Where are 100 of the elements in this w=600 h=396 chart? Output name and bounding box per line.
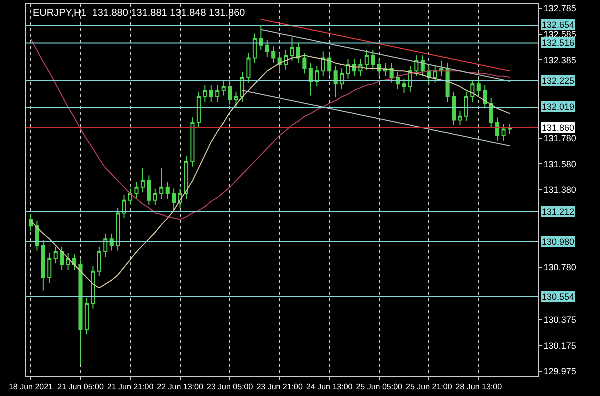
ref-line-label: 131.860 [542, 123, 575, 133]
candlestick [128, 188, 133, 206]
ref-line-label: 132.654 [542, 20, 575, 30]
candlestick [308, 62, 313, 96]
candlestick [104, 233, 108, 258]
candlestick [259, 25, 264, 51]
candlestick [172, 188, 176, 212]
candlestick [402, 78, 406, 94]
candlestick [140, 168, 145, 194]
candlestick [328, 52, 332, 77]
candlestick [234, 91, 238, 108]
candlestick [134, 182, 139, 200]
candlestick [246, 52, 251, 84]
x-tick-label: 21 Jun 21:00 [107, 382, 154, 392]
ref-line-label: 132.019 [542, 102, 575, 112]
candlestick [166, 182, 170, 200]
candlestick [153, 188, 158, 206]
candlestick [296, 42, 301, 64]
candlestick [240, 72, 245, 103]
x-tick-label: 22 Jun 13:00 [157, 382, 204, 392]
candlestick [184, 156, 189, 200]
y-tick-label: 131.580 [544, 159, 576, 170]
candlestick [228, 81, 232, 106]
candlestick [272, 46, 276, 64]
candlestick [340, 68, 344, 90]
line-series [30, 55, 510, 289]
ref-line-label: 130.980 [542, 237, 575, 247]
candlestick [390, 62, 394, 84]
candlestick [371, 50, 376, 70]
candlestick [284, 50, 288, 70]
candlestick [209, 84, 214, 103]
candlestick [278, 52, 282, 73]
candlestick [446, 62, 450, 103]
candlestick [396, 72, 400, 90]
candlestick [160, 168, 164, 200]
candlestick [203, 84, 208, 103]
candlestick [54, 246, 58, 264]
candlestick [196, 91, 201, 128]
candlestick [489, 98, 494, 128]
candlestick [41, 240, 46, 292]
candlestick [28, 214, 33, 232]
candlestick [216, 84, 220, 103]
candlestick [433, 66, 438, 84]
candlestick [97, 246, 102, 278]
ref-line-label: 130.554 [542, 292, 575, 302]
line-series [242, 90, 510, 147]
y-tick-label: 132.785 [544, 4, 576, 14]
candlestick [116, 208, 120, 252]
candlestick [122, 194, 126, 219]
candlestick [464, 91, 468, 122]
candlestick [302, 52, 307, 74]
x-tick-label: 24 Jun 13:00 [306, 382, 354, 392]
candlestick [321, 51, 326, 77]
candlestick [147, 175, 152, 206]
candlestick [60, 246, 64, 271]
candlestick [66, 252, 70, 271]
y-tick-label: 129.975 [544, 366, 576, 377]
candlestick [508, 124, 512, 135]
y-tick-label: 130.375 [544, 314, 576, 325]
candlestick [252, 33, 257, 64]
ref-line-label: 132.225 [542, 76, 575, 86]
candlestick [346, 59, 350, 80]
candlestick [458, 110, 462, 126]
y-tick-label: 130.780 [544, 262, 576, 273]
candlestick [315, 66, 320, 88]
candlestick [476, 78, 481, 96]
x-tick-label: 23 Jun 05:00 [206, 382, 254, 392]
x-tick-label: 25 Jun 05:00 [356, 382, 404, 392]
candlestick [110, 233, 114, 252]
x-tick-label: 18 Jun 2021 [8, 382, 54, 392]
candlestick [377, 59, 382, 77]
candlestick [290, 37, 294, 62]
x-tick-label: 28 Jun 13:00 [456, 382, 503, 392]
y-tick-label: 132.385 [544, 55, 576, 66]
chart-title: EURJPY,H1 131.880 131.881 131.848 131.860 [33, 8, 246, 19]
candlestick [470, 80, 475, 103]
candlestick [84, 298, 89, 336]
candlestick [48, 252, 52, 284]
candlestick [78, 259, 83, 365]
candlestick [91, 266, 96, 310]
candlestick [222, 80, 226, 96]
candlestick [452, 91, 456, 126]
candlestick [35, 220, 40, 252]
ref-line-label: 132.516 [542, 38, 575, 48]
candlestick [190, 117, 195, 168]
x-tick-label: 23 Jun 21:00 [256, 382, 304, 392]
line-series [260, 19, 510, 72]
candlestick [364, 50, 369, 70]
y-tick-label: 132.585 [544, 30, 576, 40]
candlestick [414, 55, 419, 77]
y-tick-label: 131.780 [544, 133, 576, 144]
line-series [260, 29, 510, 82]
candlestick [265, 40, 270, 58]
x-tick-label: 21 Jun 05:00 [58, 382, 104, 392]
candlestick [496, 117, 500, 142]
y-tick-label: 130.175 [544, 340, 576, 351]
candlestick [334, 66, 338, 98]
line-series [30, 38, 510, 220]
candlestick [420, 55, 425, 77]
candlestick [358, 59, 363, 77]
